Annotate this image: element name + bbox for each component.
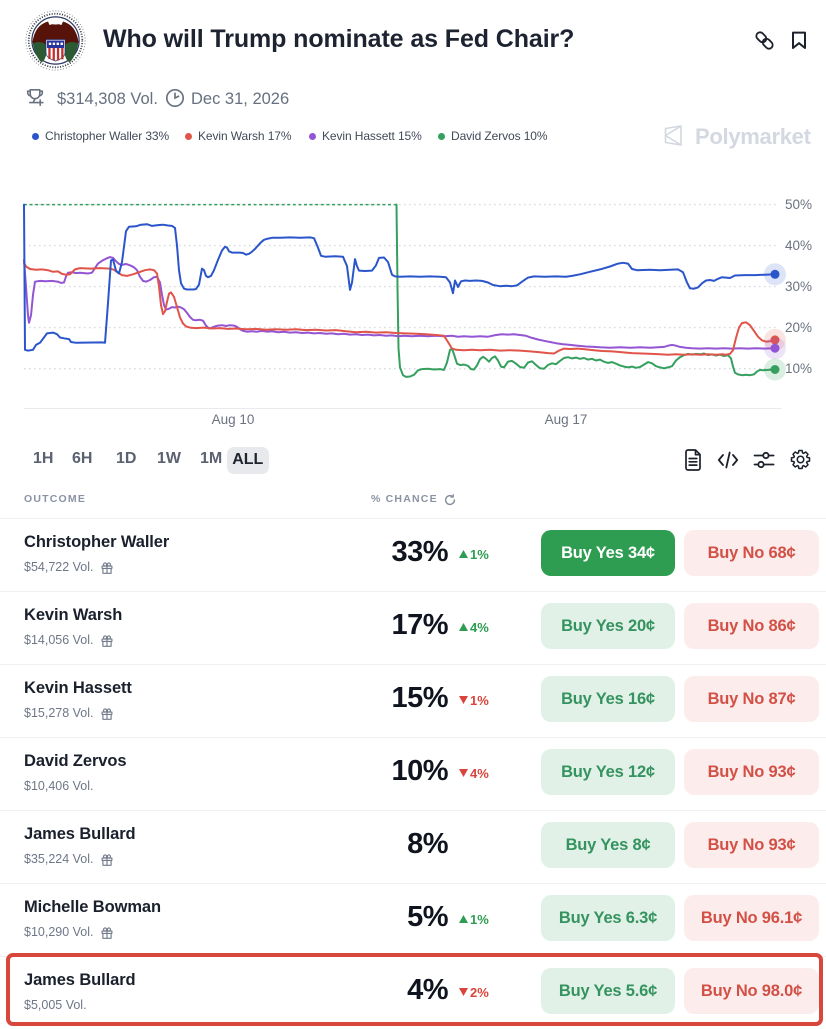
svg-text:40%: 40% — [785, 238, 812, 253]
svg-text:30%: 30% — [785, 279, 812, 294]
svg-text:Aug 10: Aug 10 — [212, 412, 255, 427]
svg-text:20%: 20% — [785, 320, 812, 335]
svg-text:Aug 17: Aug 17 — [545, 412, 588, 427]
svg-text:10%: 10% — [785, 361, 812, 376]
svg-text:50%: 50% — [785, 197, 812, 212]
